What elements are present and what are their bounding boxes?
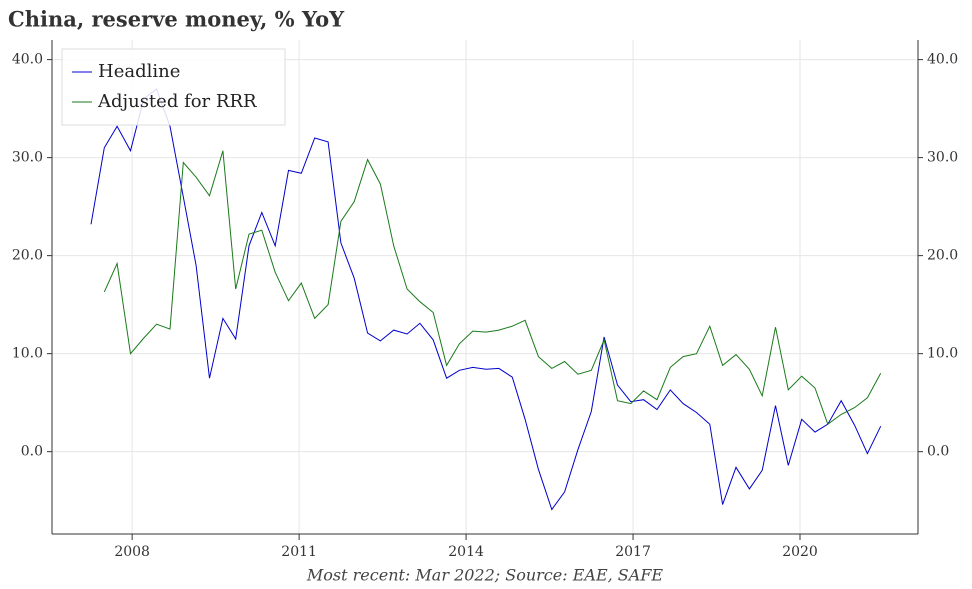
x-tick-label: 2017 [615,544,651,560]
series-line [90,88,882,511]
x-tick-label: 2008 [114,544,150,560]
y2-tick-label: 0.0 [927,444,949,460]
chart-title: China, reserve money, % YoY [8,7,345,32]
y-tick-label: 10.0 [12,346,43,362]
y2-tick-label: 30.0 [927,150,958,166]
y2-tick-label: 40.0 [927,52,958,68]
x-tick-label: 2014 [448,544,484,560]
y2-tick-label: 20.0 [927,248,958,264]
y-tick-label: 20.0 [12,248,43,264]
y-tick-label: 40.0 [12,52,43,68]
series-line [103,150,882,426]
legend-box [61,48,286,126]
y-tick-label: 30.0 [12,150,43,166]
y-tick-label: 0.0 [21,444,43,460]
x-tick-label: 2020 [782,544,818,560]
y2-tick-label: 10.0 [927,346,958,362]
legend-label: Adjusted for RRR [97,91,257,112]
legend-label: Headline [98,61,180,82]
caption: Most recent: Mar 2022; Source: EAE, SAFE [306,566,664,585]
x-tick-label: 2011 [281,544,317,560]
